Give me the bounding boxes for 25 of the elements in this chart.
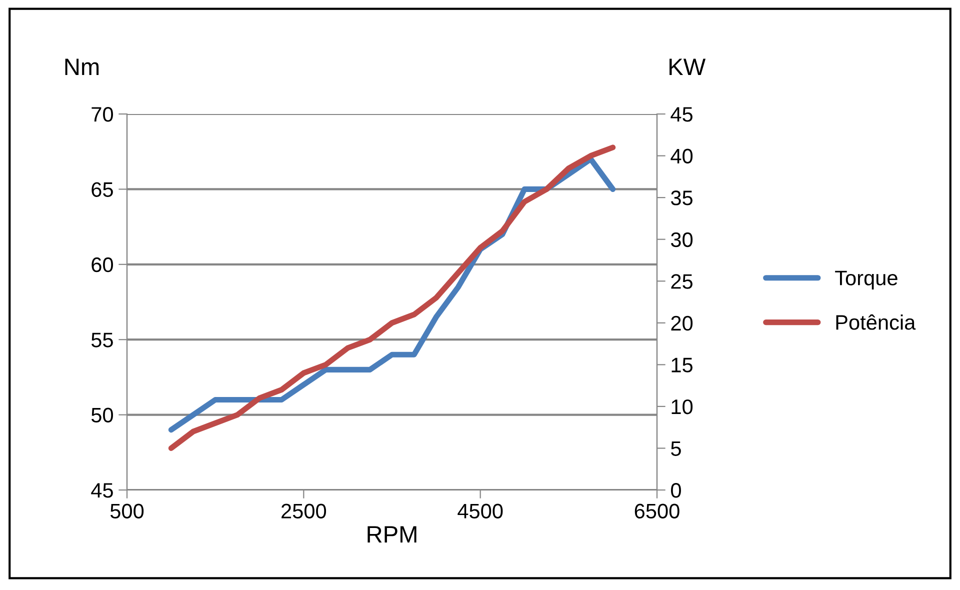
legend-label: Torque [835, 270, 898, 290]
y-tick-label: 45 [91, 483, 113, 498]
y2-tick-label: 20 [671, 316, 693, 331]
y2-tick-label: 5 [671, 441, 681, 456]
y-tick-label: 55 [91, 332, 113, 348]
y2-tick-label: 25 [671, 274, 692, 289]
y2-axis-title: KW [670, 58, 706, 75]
x-tick-label: 2500 [282, 504, 326, 518]
y2-tick-label: 35 [670, 190, 692, 206]
y2-tick-label: 15 [672, 358, 692, 372]
x-tick-label: 4500 [458, 504, 503, 518]
y-axis-title: Nm [65, 58, 99, 75]
y-tick-label: 60 [92, 257, 113, 272]
y2-tick-label: 40 [670, 148, 693, 164]
y2-tick-label: 0 [671, 483, 681, 498]
y2-tick-label: 30 [670, 232, 693, 248]
y2-tick-label: 10 [672, 399, 693, 414]
y2-tick-label: 45 [670, 107, 692, 122]
legend-label: Potência [836, 314, 916, 330]
y-tick-label: 50 [91, 408, 113, 423]
x-tick-label: 6500 [634, 504, 680, 518]
y-tick-label: 65 [92, 182, 113, 197]
y-tick-label: 70 [92, 107, 113, 122]
x-axis-title: RPM [368, 526, 416, 543]
x-tick-label: 500 [110, 504, 144, 518]
